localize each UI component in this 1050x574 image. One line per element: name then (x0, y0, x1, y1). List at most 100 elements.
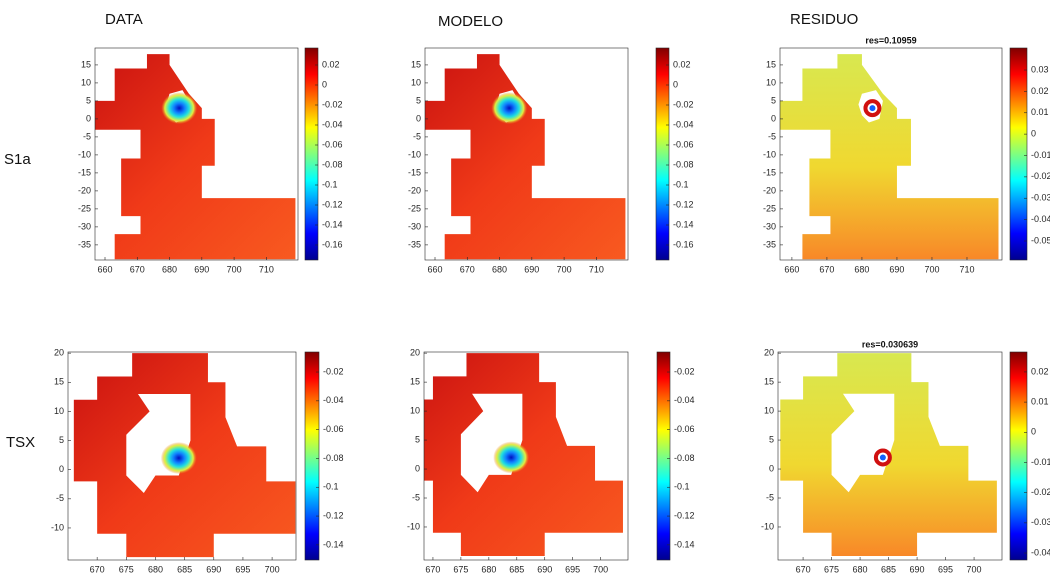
y-tick-label: -15 (78, 167, 91, 177)
colorbar-tick-label: -0.02 (1031, 171, 1050, 181)
colorbar-tick-label: -0.1 (674, 482, 690, 492)
colorbar-tick-label: -0.14 (322, 219, 343, 229)
colorbar-tick-label: -0.1 (322, 179, 338, 189)
x-tick-label: 700 (924, 264, 939, 274)
colorbar-tick-label: -0.05 (1031, 235, 1050, 245)
colorbar-tick-label: -0.03 (1031, 517, 1050, 527)
y-tick-label: -10 (761, 521, 774, 531)
colorbar-tick-label: -0.01 (1031, 150, 1050, 160)
y-tick-label: 20 (410, 348, 420, 358)
colorbar-tick-label: -0.08 (323, 453, 344, 463)
x-tick-label: 670 (90, 564, 105, 574)
y-tick-label: -5 (83, 131, 91, 141)
axes-box (94, 47, 299, 261)
y-tick-label: -25 (763, 203, 776, 213)
y-tick-label: 15 (410, 377, 420, 387)
deformation-blob (493, 441, 530, 474)
y-tick-label: 0 (771, 113, 776, 123)
colorbar-tick-label: -0.16 (322, 239, 343, 249)
y-tick-label: -25 (78, 203, 91, 213)
y-tick-label: -35 (763, 239, 776, 249)
colorbar-tick-label: 0 (673, 79, 678, 89)
y-tick-label: -25 (408, 203, 421, 213)
x-tick-label: 690 (206, 564, 221, 574)
y-tick-label: 0 (59, 464, 64, 474)
x-tick-label: 670 (460, 264, 475, 274)
y-tick-label: 10 (54, 406, 64, 416)
colorbar-tick-label: -0.14 (674, 539, 695, 549)
y-tick-label: 5 (416, 95, 421, 105)
x-tick-label: 690 (889, 264, 904, 274)
map-area (780, 54, 999, 260)
colorbar-tick-label: 0 (1031, 129, 1036, 139)
colorbar-tick-label: 0 (322, 79, 327, 89)
colorbar-tick-label: -0.04 (1031, 547, 1050, 557)
colorbar-tick-label: -0.02 (674, 366, 695, 376)
map-hole (831, 393, 895, 493)
y-tick-label: 10 (764, 405, 774, 415)
colorbar (304, 351, 320, 561)
colorbar-tick-label: -0.12 (322, 199, 343, 209)
y-tick-label: 0 (769, 463, 774, 473)
colorbar (1009, 351, 1028, 561)
x-tick-label: 680 (162, 264, 177, 274)
colorbar-tick-label: 0.01 (1031, 107, 1049, 117)
panel-title: res=0.10959 (865, 35, 916, 45)
y-tick-label: 10 (81, 77, 91, 87)
y-tick-label: -5 (56, 493, 64, 503)
column-title: DATA (105, 11, 143, 28)
x-tick-label: 690 (537, 564, 552, 574)
y-tick-label: -10 (78, 149, 91, 159)
y-tick-label: -10 (51, 522, 64, 532)
map (780, 54, 999, 260)
x-tick-label: 695 (565, 564, 580, 574)
axes-box (777, 351, 1003, 561)
x-tick-label: 675 (453, 564, 468, 574)
y-tick-label: -5 (768, 131, 776, 141)
residual-spot (863, 99, 882, 118)
axes-box (67, 351, 297, 561)
colorbar-tick-label: -0.02 (1031, 487, 1050, 497)
x-tick-label: 660 (97, 264, 112, 274)
x-tick-label: 675 (119, 564, 134, 574)
x-tick-label: 700 (557, 264, 572, 274)
y-tick-label: 15 (766, 59, 776, 69)
column-title: RESIDUO (790, 11, 858, 28)
colorbar-tick-label: -0.04 (674, 395, 695, 405)
colorbar-tick-label: 0.02 (1031, 366, 1049, 376)
residual-spot (873, 448, 892, 467)
colorbar-tick-label: -0.02 (322, 99, 343, 109)
y-tick-label: 5 (86, 95, 91, 105)
x-tick-label: 685 (177, 564, 192, 574)
colorbar-tick-label: -0.16 (673, 239, 694, 249)
y-tick-label: -35 (408, 239, 421, 249)
colorbar-tick-label: -0.08 (322, 159, 343, 169)
x-tick-label: 680 (854, 264, 869, 274)
colorbar-tick-label: -0.03 (1031, 193, 1050, 203)
axes-box (779, 47, 1003, 261)
x-tick-label: 700 (593, 564, 608, 574)
colorbar (655, 47, 670, 261)
colorbar-tick-label: -0.08 (674, 453, 695, 463)
colorbar-tick-label: -0.12 (323, 510, 344, 520)
colorbar-tick-label: -0.1 (673, 179, 689, 189)
y-tick-label: 10 (766, 77, 776, 87)
y-tick-label: -20 (408, 185, 421, 195)
colorbar-tick-label: -0.12 (673, 199, 694, 209)
y-tick-label: 15 (81, 59, 91, 69)
y-tick-label: -20 (78, 185, 91, 195)
y-tick-label: 0 (415, 463, 420, 473)
colorbar-tick-label: 0.02 (322, 59, 340, 69)
y-tick-label: -20 (763, 185, 776, 195)
x-tick-label: 680 (853, 564, 868, 574)
residual-core (879, 454, 886, 461)
y-tick-label: -30 (78, 221, 91, 231)
column-title: MODELO (438, 13, 503, 30)
y-tick-label: -10 (763, 149, 776, 159)
y-tick-label: -15 (408, 167, 421, 177)
colorbar-tick-label: -0.1 (323, 482, 339, 492)
map (780, 353, 997, 556)
x-tick-label: 700 (227, 264, 242, 274)
colorbar-tick-label: -0.06 (674, 424, 695, 434)
y-tick-label: 0 (86, 113, 91, 123)
